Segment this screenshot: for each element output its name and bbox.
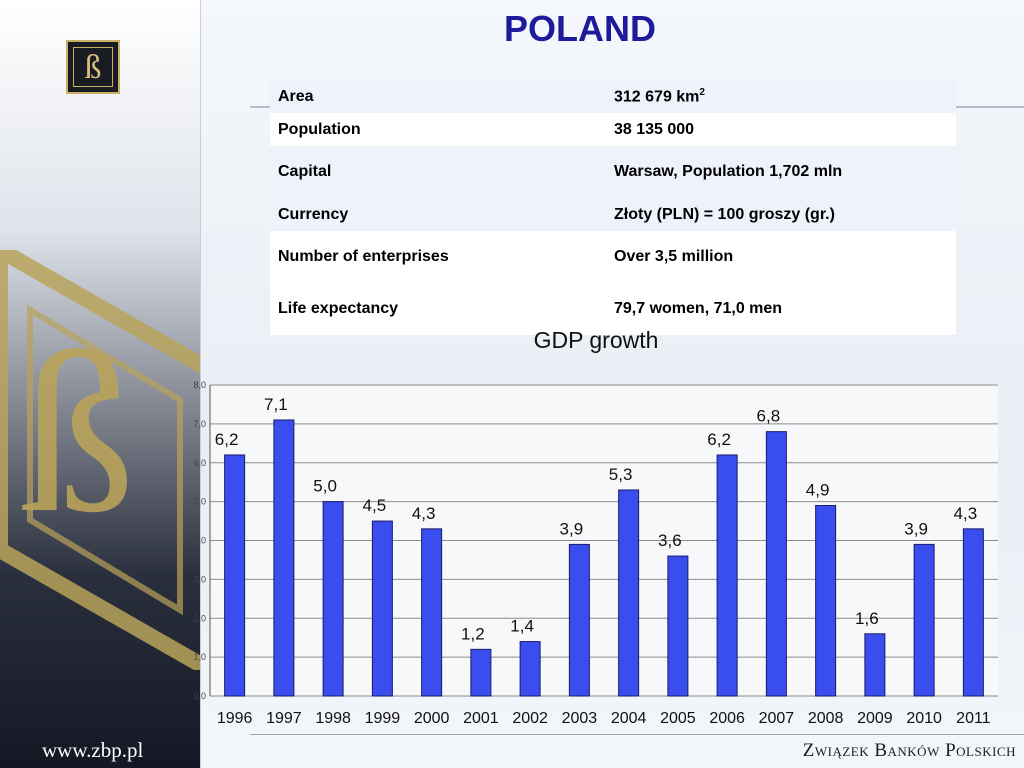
- bar-data-label: 1,4: [510, 617, 534, 636]
- y-tick-label: 0,0: [193, 691, 206, 701]
- bar-data-label: 4,9: [806, 481, 830, 500]
- info-value: Złoty (PLN) = 100 groszy (gr.): [606, 198, 956, 231]
- country-info-table: Area 312 679 km2 Population 38 135 000 Capit…: [270, 80, 956, 335]
- bar: [765, 431, 787, 697]
- info-value: 38 135 000: [606, 113, 956, 146]
- x-tick-label: 2003: [562, 710, 598, 727]
- y-tick-label: 2,0: [193, 613, 206, 623]
- x-tick-label: 2011: [956, 710, 991, 727]
- info-value-superscript: 2: [699, 86, 705, 98]
- info-row: Area 312 679 km2: [270, 80, 956, 113]
- bar: [519, 641, 541, 697]
- logo-letter: ß: [73, 47, 113, 87]
- x-tick-label: 2000: [414, 710, 450, 727]
- bar: [864, 633, 886, 697]
- x-tick-label: 2002: [512, 710, 548, 727]
- left-decorative-panel: ß ß www.zbp.pl: [0, 0, 200, 768]
- bar: [470, 648, 492, 697]
- info-label: Population: [278, 120, 361, 138]
- bar-data-label: 3,6: [658, 531, 682, 550]
- info-row: Capital Warsaw, Population 1,702 mln: [270, 146, 956, 198]
- bar: [322, 501, 344, 697]
- left-divider: [200, 0, 201, 768]
- x-tick-label: 2006: [709, 710, 745, 727]
- info-value-text: 38 135 000: [614, 120, 695, 138]
- footer-divider: [250, 734, 1024, 735]
- bar-data-label: 3,9: [904, 519, 928, 538]
- bar: [667, 555, 689, 697]
- info-label: Capital: [278, 163, 332, 180]
- bar-data-label: 5,0: [313, 477, 337, 496]
- bar-data-label: 4,5: [363, 496, 387, 515]
- info-label: Number of enterprises: [278, 248, 449, 265]
- bar-data-label: 6,2: [215, 430, 239, 449]
- bar: [273, 419, 295, 697]
- info-label: Area: [278, 87, 314, 105]
- info-label: Currency: [278, 205, 349, 223]
- site-url[interactable]: www.zbp.pl: [42, 738, 144, 762]
- bar: [913, 543, 935, 697]
- x-tick-label: 2001: [463, 710, 499, 727]
- page-title: POLAND: [504, 8, 656, 49]
- bar-data-label: 5,3: [609, 465, 633, 484]
- bar-data-label: 4,3: [412, 504, 436, 523]
- bar-data-label: 7,1: [264, 395, 288, 414]
- info-value-text: 312 679 km: [614, 88, 700, 106]
- info-value-text: Warsaw, Population 1,702 mln: [614, 163, 843, 180]
- y-tick-label: 4,0: [193, 536, 206, 546]
- info-value-text: Over 3,5 million: [614, 248, 734, 265]
- y-tick-label: 6,0: [193, 458, 206, 468]
- logo: ß: [66, 40, 120, 94]
- bar: [568, 543, 590, 697]
- info-row: Currency Złoty (PLN) = 100 groszy (gr.): [270, 198, 956, 231]
- bar: [224, 454, 246, 697]
- bank-emblem-icon: ß: [0, 250, 200, 670]
- bar-data-label: 1,6: [855, 609, 879, 628]
- info-value: Warsaw, Population 1,702 mln: [606, 146, 956, 198]
- bar: [716, 454, 738, 697]
- x-tick-label: 1996: [217, 710, 253, 727]
- info-value: 312 679 km2: [606, 80, 956, 113]
- info-value: 79,7 women, 71,0 men: [606, 283, 956, 335]
- bar-data-label: 4,3: [954, 504, 978, 523]
- y-tick-label: 5,0: [193, 497, 206, 507]
- bar: [421, 528, 443, 697]
- x-tick-label: 1997: [266, 710, 302, 727]
- bar: [371, 520, 393, 697]
- info-row: Number of enterprises Over 3,5 million: [270, 231, 956, 283]
- svg-text:ß: ß: [20, 305, 135, 560]
- x-tick-label: 2007: [759, 710, 795, 727]
- bar-data-label: 6,2: [707, 430, 731, 449]
- bar-data-label: 3,9: [560, 519, 584, 538]
- bar-data-label: 6,8: [757, 407, 781, 426]
- x-tick-label: 2005: [660, 710, 696, 727]
- x-tick-label: 2010: [906, 710, 942, 727]
- x-tick-label: 1999: [365, 710, 401, 727]
- info-row: Life expectancy 79,7 women, 71,0 men: [270, 283, 956, 335]
- chart-title: GDP growth: [533, 327, 659, 353]
- x-tick-label: 1998: [315, 710, 351, 727]
- info-row: Population 38 135 000: [270, 113, 956, 146]
- x-tick-label: 2008: [808, 710, 844, 727]
- bar: [618, 489, 640, 697]
- y-tick-label: 1,0: [193, 652, 206, 662]
- organization-name: Związek Banków Polskich: [802, 740, 1016, 761]
- bar: [815, 505, 837, 697]
- y-tick-label: 8,0: [193, 380, 206, 390]
- bar: [962, 528, 984, 697]
- x-tick-label: 2004: [611, 710, 647, 727]
- x-tick-label: 2009: [857, 710, 893, 727]
- info-value-text: Złoty (PLN) = 100 groszy (gr.): [614, 205, 835, 223]
- y-tick-label: 3,0: [193, 574, 206, 584]
- bar-data-label: 1,2: [461, 624, 485, 643]
- y-tick-label: 7,0: [193, 419, 206, 429]
- info-value: Over 3,5 million: [606, 231, 956, 283]
- info-value-text: 79,7 women, 71,0 men: [614, 300, 783, 317]
- header-divider: [250, 106, 1024, 108]
- info-label: Life expectancy: [278, 300, 399, 317]
